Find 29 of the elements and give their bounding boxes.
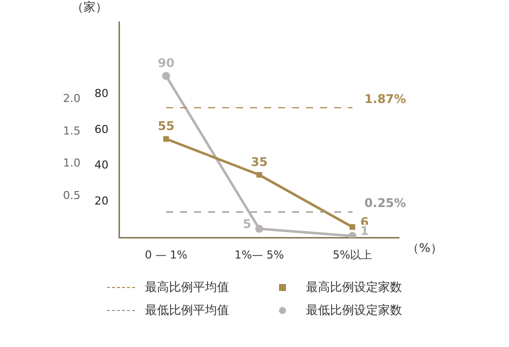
- point: [256, 172, 262, 178]
- y2-tick-label: 1.5: [62, 124, 80, 138]
- y-tick-label: 40: [94, 158, 108, 172]
- legend-label: 最高比例平均值: [145, 279, 229, 296]
- point: [350, 224, 356, 230]
- x-tick-label: 0 — 1%: [144, 248, 188, 262]
- data-label: 90: [158, 56, 174, 70]
- point: [162, 72, 170, 80]
- legend-label: 最低比例平均值: [145, 302, 229, 319]
- point: [163, 136, 169, 142]
- point: [255, 224, 264, 233]
- data-label: 55: [158, 119, 174, 134]
- y-axis-title: （家）: [71, 0, 108, 14]
- y2-tick-label: 2.0: [62, 92, 80, 106]
- y2-tick-label: 0.5: [62, 188, 80, 202]
- y2-tick-label: 1.0: [62, 156, 80, 170]
- legend-label: 最高比例设定家数: [306, 279, 402, 296]
- point: [348, 232, 356, 238]
- data-label: 35: [250, 154, 268, 169]
- x-tick-label: 1%— 5%: [234, 248, 284, 262]
- data-label: 5: [242, 216, 252, 231]
- data-label: 0.25%: [364, 196, 406, 210]
- y-tick-label: 60: [94, 122, 108, 136]
- legend-label: 最低比例设定家数: [306, 302, 402, 319]
- x-axis-title: （%）: [407, 240, 442, 255]
- y-tick-label: 20: [94, 194, 108, 208]
- y-tick-label: 80: [94, 86, 108, 100]
- x-tick-label: 5%以上: [332, 248, 372, 262]
- data-label: 1.87%: [364, 92, 406, 106]
